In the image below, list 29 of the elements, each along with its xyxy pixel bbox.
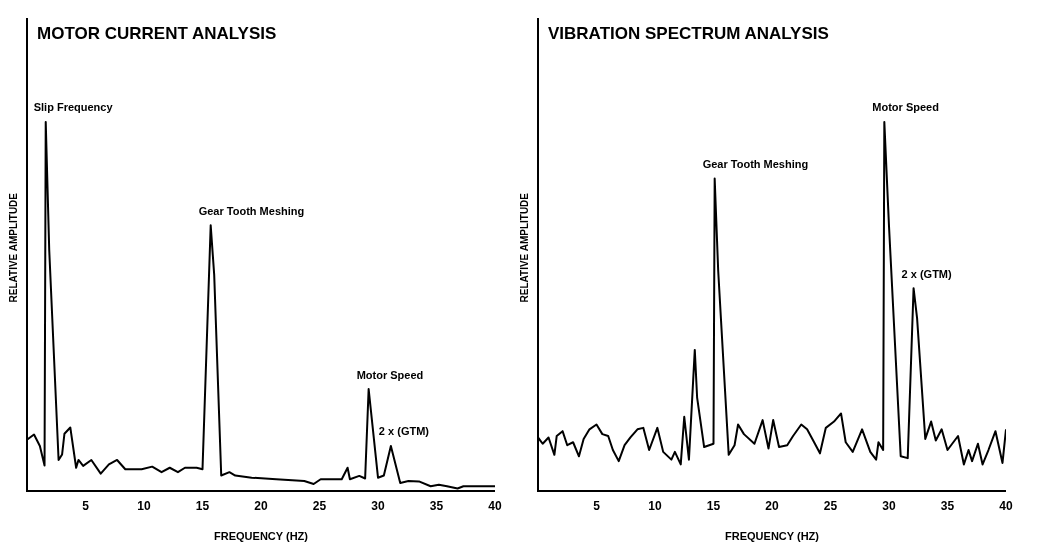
x-tick-label: 40 bbox=[488, 498, 502, 513]
x-tick-label: 5 bbox=[82, 498, 90, 513]
x-tick-label: 40 bbox=[999, 498, 1013, 513]
x-tick-label: 5 bbox=[593, 498, 601, 513]
x-tick-label: 10 bbox=[648, 498, 662, 513]
annotation: Slip Frequency bbox=[33, 101, 114, 114]
x-tick-label: 30 bbox=[371, 498, 385, 513]
x-tick-label: 35 bbox=[429, 498, 444, 513]
x-tick-label: 25 bbox=[823, 498, 838, 513]
x-tick-label: 25 bbox=[312, 498, 327, 513]
x-tick-label: 35 bbox=[940, 498, 955, 513]
y-axis-title: RELATIVE AMPLITUDE bbox=[8, 193, 19, 303]
annotation: Motor Speed bbox=[872, 101, 939, 114]
x-tick-label: 20 bbox=[765, 498, 779, 513]
x-tick-label: 20 bbox=[254, 498, 268, 513]
x-axis-title: FREQUENCY (HZ) bbox=[725, 530, 820, 543]
chart-title: MOTOR CURRENT ANALYSIS bbox=[37, 24, 277, 44]
annotation: 2 x (GTM) bbox=[378, 425, 430, 438]
annotation: Gear Tooth Meshing bbox=[198, 204, 305, 217]
x-axis-title: FREQUENCY (HZ) bbox=[214, 530, 309, 543]
annotation: Gear Tooth Meshing bbox=[702, 157, 809, 170]
x-tick-label: 30 bbox=[882, 498, 896, 513]
y-axis-title: RELATIVE AMPLITUDE bbox=[519, 193, 530, 303]
annotation: Motor Speed bbox=[356, 368, 424, 381]
annotation: 2 x (GTM) bbox=[901, 267, 953, 280]
x-tick-label: 15 bbox=[195, 498, 210, 513]
chart-title: VIBRATION SPECTRUM ANALYSIS bbox=[548, 24, 829, 44]
x-tick-label: 10 bbox=[137, 498, 151, 513]
x-tick-label: 15 bbox=[706, 498, 721, 513]
